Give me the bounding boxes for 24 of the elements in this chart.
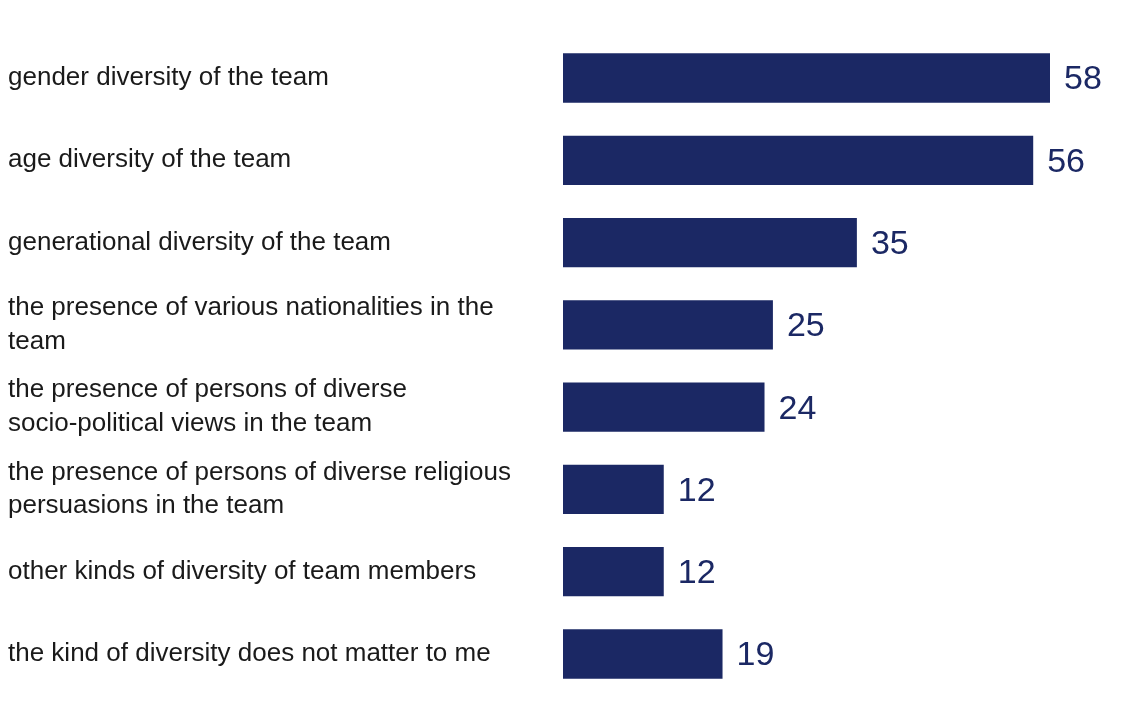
- y-tick-label: the presence of persons of diverse socio-political views in the team: [8, 373, 407, 438]
- data-label: 24: [778, 387, 817, 426]
- y-tick-label: the presence of persons of diverse religious persuasions in the team: [8, 455, 511, 520]
- bar: [563, 629, 723, 679]
- data-label: 35: [870, 222, 909, 261]
- data-label: 56: [1047, 140, 1086, 179]
- bar: [563, 53, 1050, 103]
- bar: [563, 464, 664, 515]
- y-tick-label: age diversity of the team: [8, 143, 292, 174]
- bar: [563, 300, 773, 350]
- y-tick-label: the presence of various nationalities in the team: [8, 291, 494, 355]
- data-label: 12: [677, 469, 716, 508]
- y-tick-label: generational diversity of the team: [8, 225, 391, 256]
- data-label: 19: [736, 634, 775, 673]
- bar: [563, 547, 664, 597]
- data-label: 12: [677, 552, 716, 591]
- y-tick-label: other kinds of diversity of team members: [8, 554, 477, 585]
- bar: [563, 382, 765, 432]
- data-label: 58: [1064, 58, 1102, 97]
- y-tick-label: the kind of diversity does not matter to me: [8, 637, 491, 668]
- bar: [563, 217, 857, 268]
- data-label: 25: [786, 305, 825, 344]
- y-tick-label: gender diversity of the team: [8, 61, 329, 92]
- bar: [563, 135, 1034, 185]
